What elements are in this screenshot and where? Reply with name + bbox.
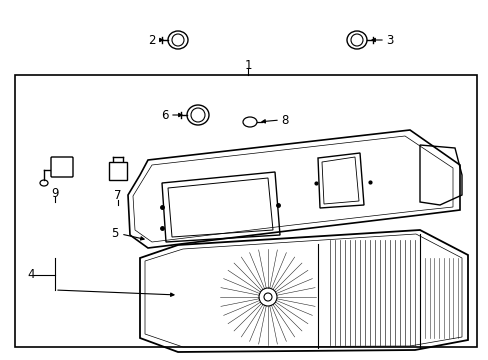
Text: 7: 7 [114,189,122,202]
Text: 2: 2 [148,33,156,46]
Text: 1: 1 [244,59,251,72]
Text: 9: 9 [51,186,59,199]
Bar [15,75,476,347]
FancyBboxPatch shape [51,157,73,177]
Text: 8: 8 [281,113,288,126]
Text: 3: 3 [386,33,393,46]
Text: 6: 6 [161,108,168,122]
Text: 4: 4 [27,269,35,282]
Text: 5: 5 [111,226,119,239]
FancyBboxPatch shape [109,162,127,180]
